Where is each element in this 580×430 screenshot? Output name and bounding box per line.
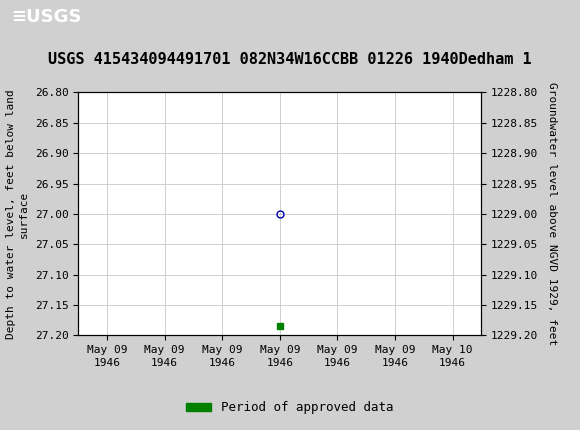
Legend: Period of approved data: Period of approved data — [181, 396, 399, 419]
Y-axis label: Groundwater level above NGVD 1929, feet: Groundwater level above NGVD 1929, feet — [547, 82, 557, 346]
Text: USGS 415434094491701 082N34W16CCBB 01226 1940Dedham 1: USGS 415434094491701 082N34W16CCBB 01226… — [48, 52, 532, 67]
Text: ≡USGS: ≡USGS — [12, 9, 82, 27]
Y-axis label: Depth to water level, feet below land
surface: Depth to water level, feet below land su… — [6, 89, 29, 339]
